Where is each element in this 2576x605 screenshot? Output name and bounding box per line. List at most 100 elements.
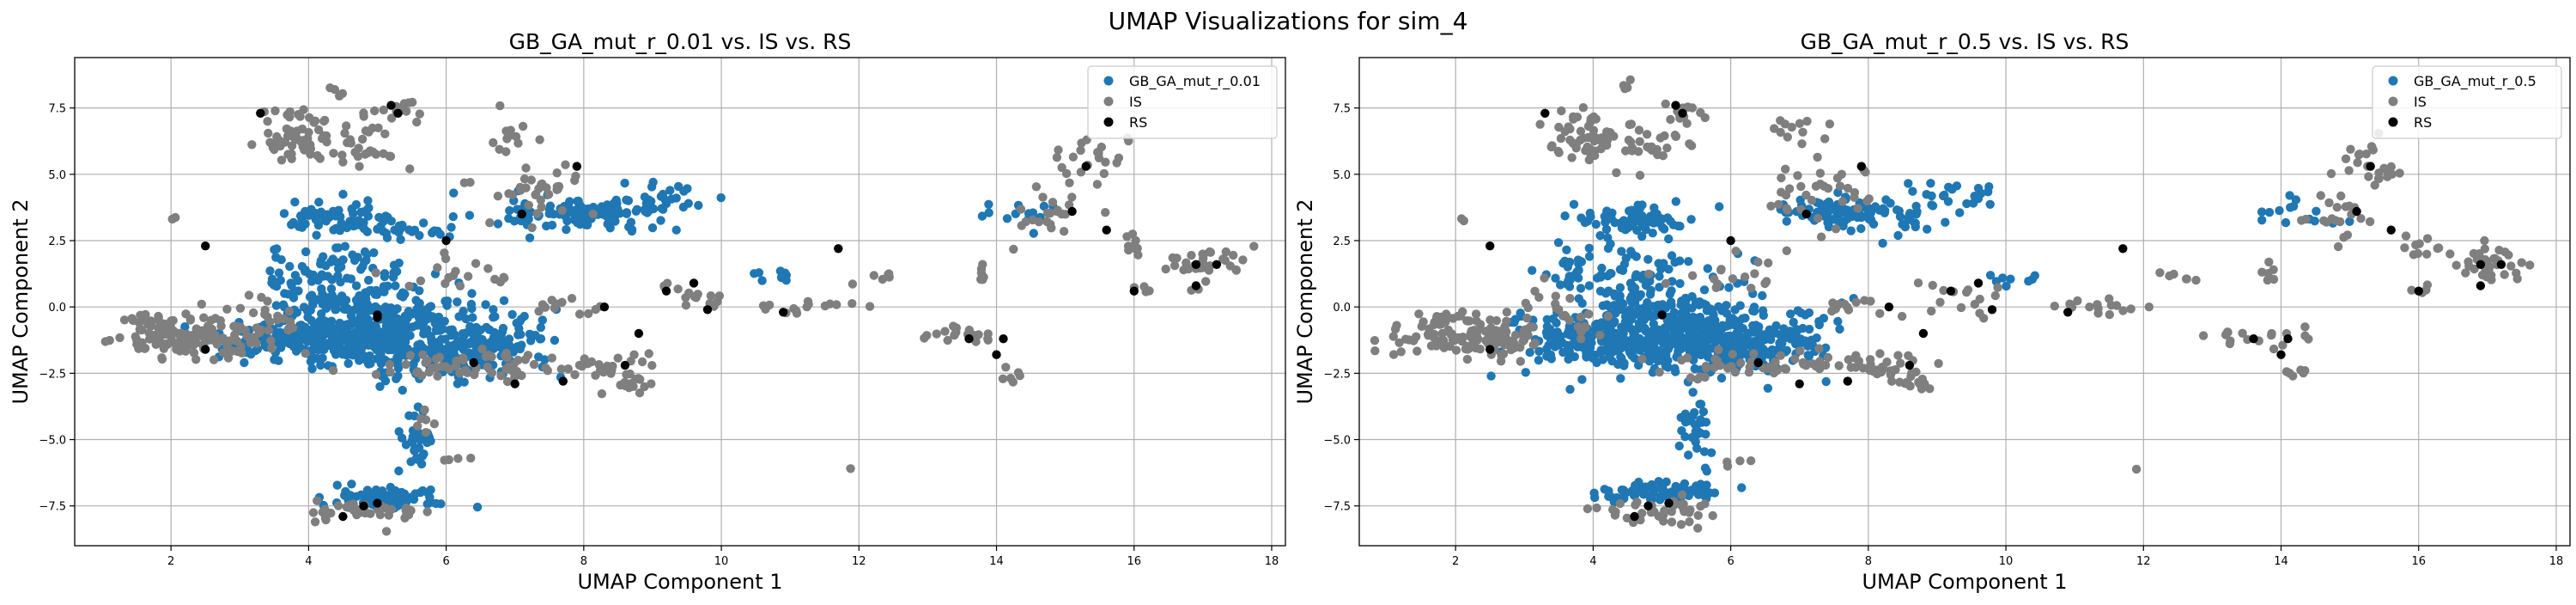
data-point xyxy=(1697,337,1706,346)
data-point xyxy=(1672,338,1682,347)
data-point xyxy=(490,340,501,350)
data-point xyxy=(1191,260,1201,269)
data-point xyxy=(2366,142,2377,151)
data-point xyxy=(2386,162,2396,172)
data-point xyxy=(1553,146,1563,156)
data-point xyxy=(1664,312,1674,322)
data-point xyxy=(1448,334,1458,345)
data-point xyxy=(1657,349,1668,358)
data-point xyxy=(355,327,365,337)
data-point xyxy=(2476,281,2486,290)
data-point xyxy=(337,320,346,329)
data-point xyxy=(1516,309,1525,318)
data-point xyxy=(135,325,144,334)
data-point xyxy=(283,131,293,141)
data-point xyxy=(1643,501,1653,510)
data-point xyxy=(1661,99,1670,109)
data-point xyxy=(2297,216,2306,225)
legend-marker xyxy=(2388,96,2398,107)
data-point xyxy=(445,326,454,335)
data-point xyxy=(1777,187,1786,197)
data-point xyxy=(356,317,366,327)
data-point xyxy=(1225,261,1236,271)
data-point xyxy=(1786,309,1795,319)
data-point xyxy=(316,360,325,370)
data-point xyxy=(1767,347,1777,357)
y-tick-label: 5.0 xyxy=(1333,169,1351,182)
data-point xyxy=(411,296,421,305)
axes-frame xyxy=(1358,57,2571,547)
data-point xyxy=(532,209,542,218)
data-point xyxy=(557,205,567,215)
data-point xyxy=(464,272,473,281)
x-tick-label: 4 xyxy=(305,555,312,568)
data-point xyxy=(1738,314,1747,323)
data-point xyxy=(404,307,413,316)
data-point xyxy=(1603,311,1613,321)
data-point xyxy=(820,301,830,311)
data-point xyxy=(1677,490,1687,499)
data-point xyxy=(1625,75,1635,85)
data-point xyxy=(421,428,431,437)
data-point xyxy=(1493,338,1503,347)
data-point xyxy=(750,269,759,278)
data-point xyxy=(2482,272,2492,282)
data-point xyxy=(470,370,479,380)
data-point xyxy=(319,345,329,354)
data-point xyxy=(1548,314,1558,324)
data-point xyxy=(1731,247,1741,256)
data-point xyxy=(1580,217,1590,228)
data-point xyxy=(1803,351,1813,360)
data-point xyxy=(366,358,375,369)
data-point xyxy=(552,185,562,194)
data-point xyxy=(1404,335,1414,345)
data-point xyxy=(477,344,487,354)
data-point xyxy=(1973,194,1984,204)
data-point xyxy=(1758,290,1767,301)
data-point xyxy=(307,364,317,374)
data-point xyxy=(279,337,289,346)
data-point xyxy=(413,421,422,431)
data-point xyxy=(1723,364,1733,373)
data-point xyxy=(1740,272,1750,282)
data-point xyxy=(1685,139,1694,149)
y-tick-label: 7.5 xyxy=(1333,103,1351,116)
data-point xyxy=(1927,306,1936,316)
data-point xyxy=(1370,336,1380,345)
data-point xyxy=(337,291,347,301)
data-point xyxy=(1558,347,1568,358)
data-point xyxy=(1860,296,1869,305)
data-point xyxy=(1572,267,1582,277)
data-point xyxy=(571,171,580,181)
data-point xyxy=(392,266,402,277)
data-point xyxy=(2126,304,2136,314)
data-point xyxy=(493,192,503,201)
data-point xyxy=(1777,173,1786,183)
y-axis-label: UMAP Component 2 xyxy=(1293,199,1317,404)
data-point xyxy=(272,244,282,254)
x-tick-label: 12 xyxy=(852,555,866,568)
data-point xyxy=(1122,232,1132,241)
data-point xyxy=(1833,316,1843,327)
data-point xyxy=(1485,315,1495,325)
y-tick-label: −7.5 xyxy=(39,501,66,514)
data-point xyxy=(1837,208,1846,217)
data-point xyxy=(1793,306,1803,315)
data-point xyxy=(598,367,608,377)
data-point xyxy=(466,453,476,463)
data-point xyxy=(848,299,857,309)
data-point xyxy=(167,214,177,224)
data-point xyxy=(440,278,450,289)
data-point xyxy=(1661,323,1670,333)
data-point xyxy=(2517,258,2526,267)
data-point xyxy=(329,333,338,343)
data-point xyxy=(527,223,537,233)
data-point xyxy=(1101,208,1110,217)
data-point xyxy=(1631,272,1641,282)
data-point xyxy=(1666,217,1675,226)
data-point xyxy=(2422,249,2432,259)
data-point xyxy=(1609,131,1619,141)
data-point xyxy=(1655,272,1664,281)
data-point xyxy=(1747,284,1756,293)
y-tick-label: −2.5 xyxy=(39,368,66,381)
